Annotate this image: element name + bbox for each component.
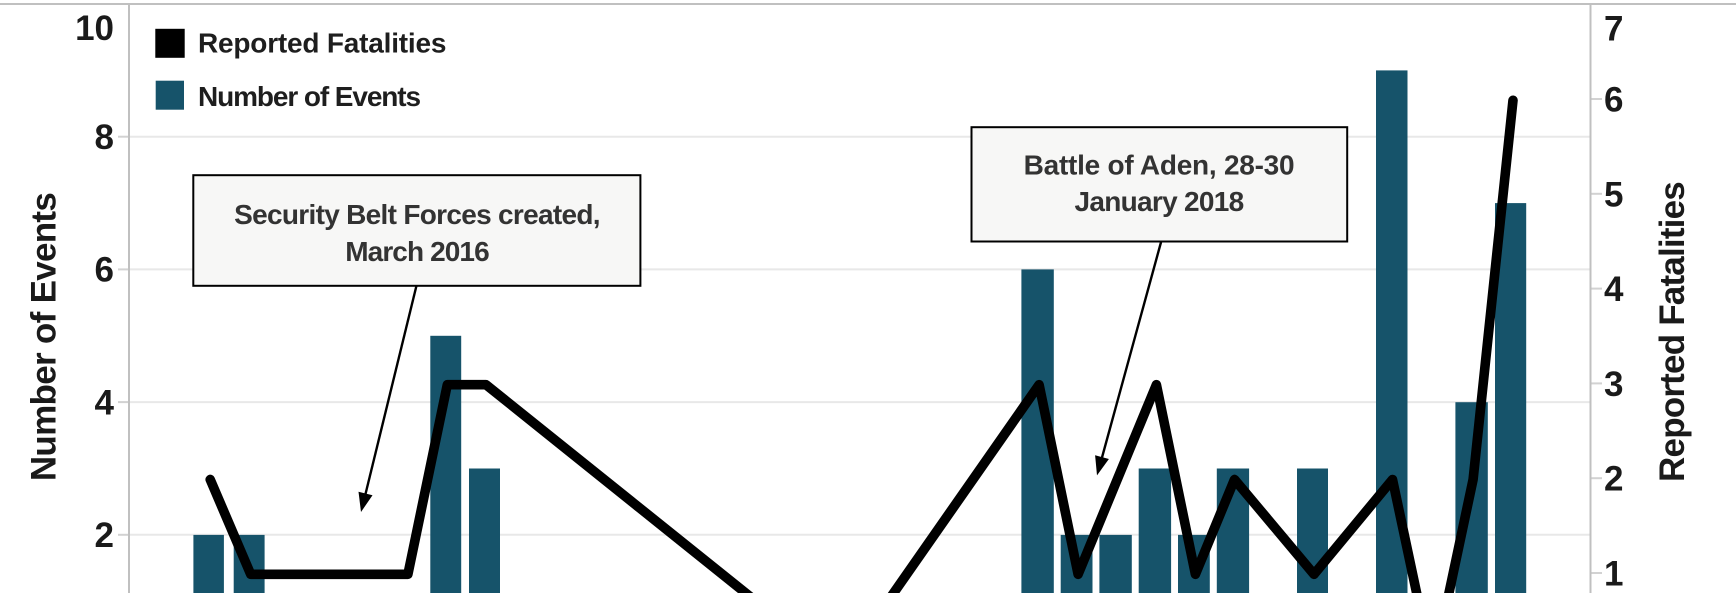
svg-text:1: 1: [1604, 555, 1623, 594]
svg-text:Number of Events: Number of Events: [25, 193, 64, 482]
svg-text:January 2018: January 2018: [1074, 186, 1243, 217]
svg-text:Security Belt Forces created,: Security Belt Forces created,: [234, 199, 600, 230]
svg-text:6: 6: [1604, 81, 1623, 120]
svg-text:Number of Events: Number of Events: [198, 81, 421, 112]
svg-text:7: 7: [1604, 10, 1623, 49]
svg-text:6: 6: [95, 251, 114, 290]
svg-text:March 2016: March 2016: [345, 236, 489, 267]
svg-text:2: 2: [1604, 460, 1623, 499]
svg-text:3: 3: [1604, 365, 1623, 404]
svg-text:4: 4: [1604, 270, 1624, 309]
svg-text:Battle of Aden, 28-30: Battle of Aden, 28-30: [1024, 150, 1295, 181]
svg-text:5: 5: [1604, 175, 1623, 214]
svg-text:Reported Fatalities: Reported Fatalities: [198, 27, 446, 58]
svg-text:10: 10: [75, 9, 114, 48]
svg-text:2: 2: [95, 516, 114, 555]
svg-text:8: 8: [95, 118, 114, 157]
svg-text:4: 4: [95, 383, 115, 422]
svg-text:Reported Fatalities: Reported Fatalities: [1653, 182, 1692, 482]
